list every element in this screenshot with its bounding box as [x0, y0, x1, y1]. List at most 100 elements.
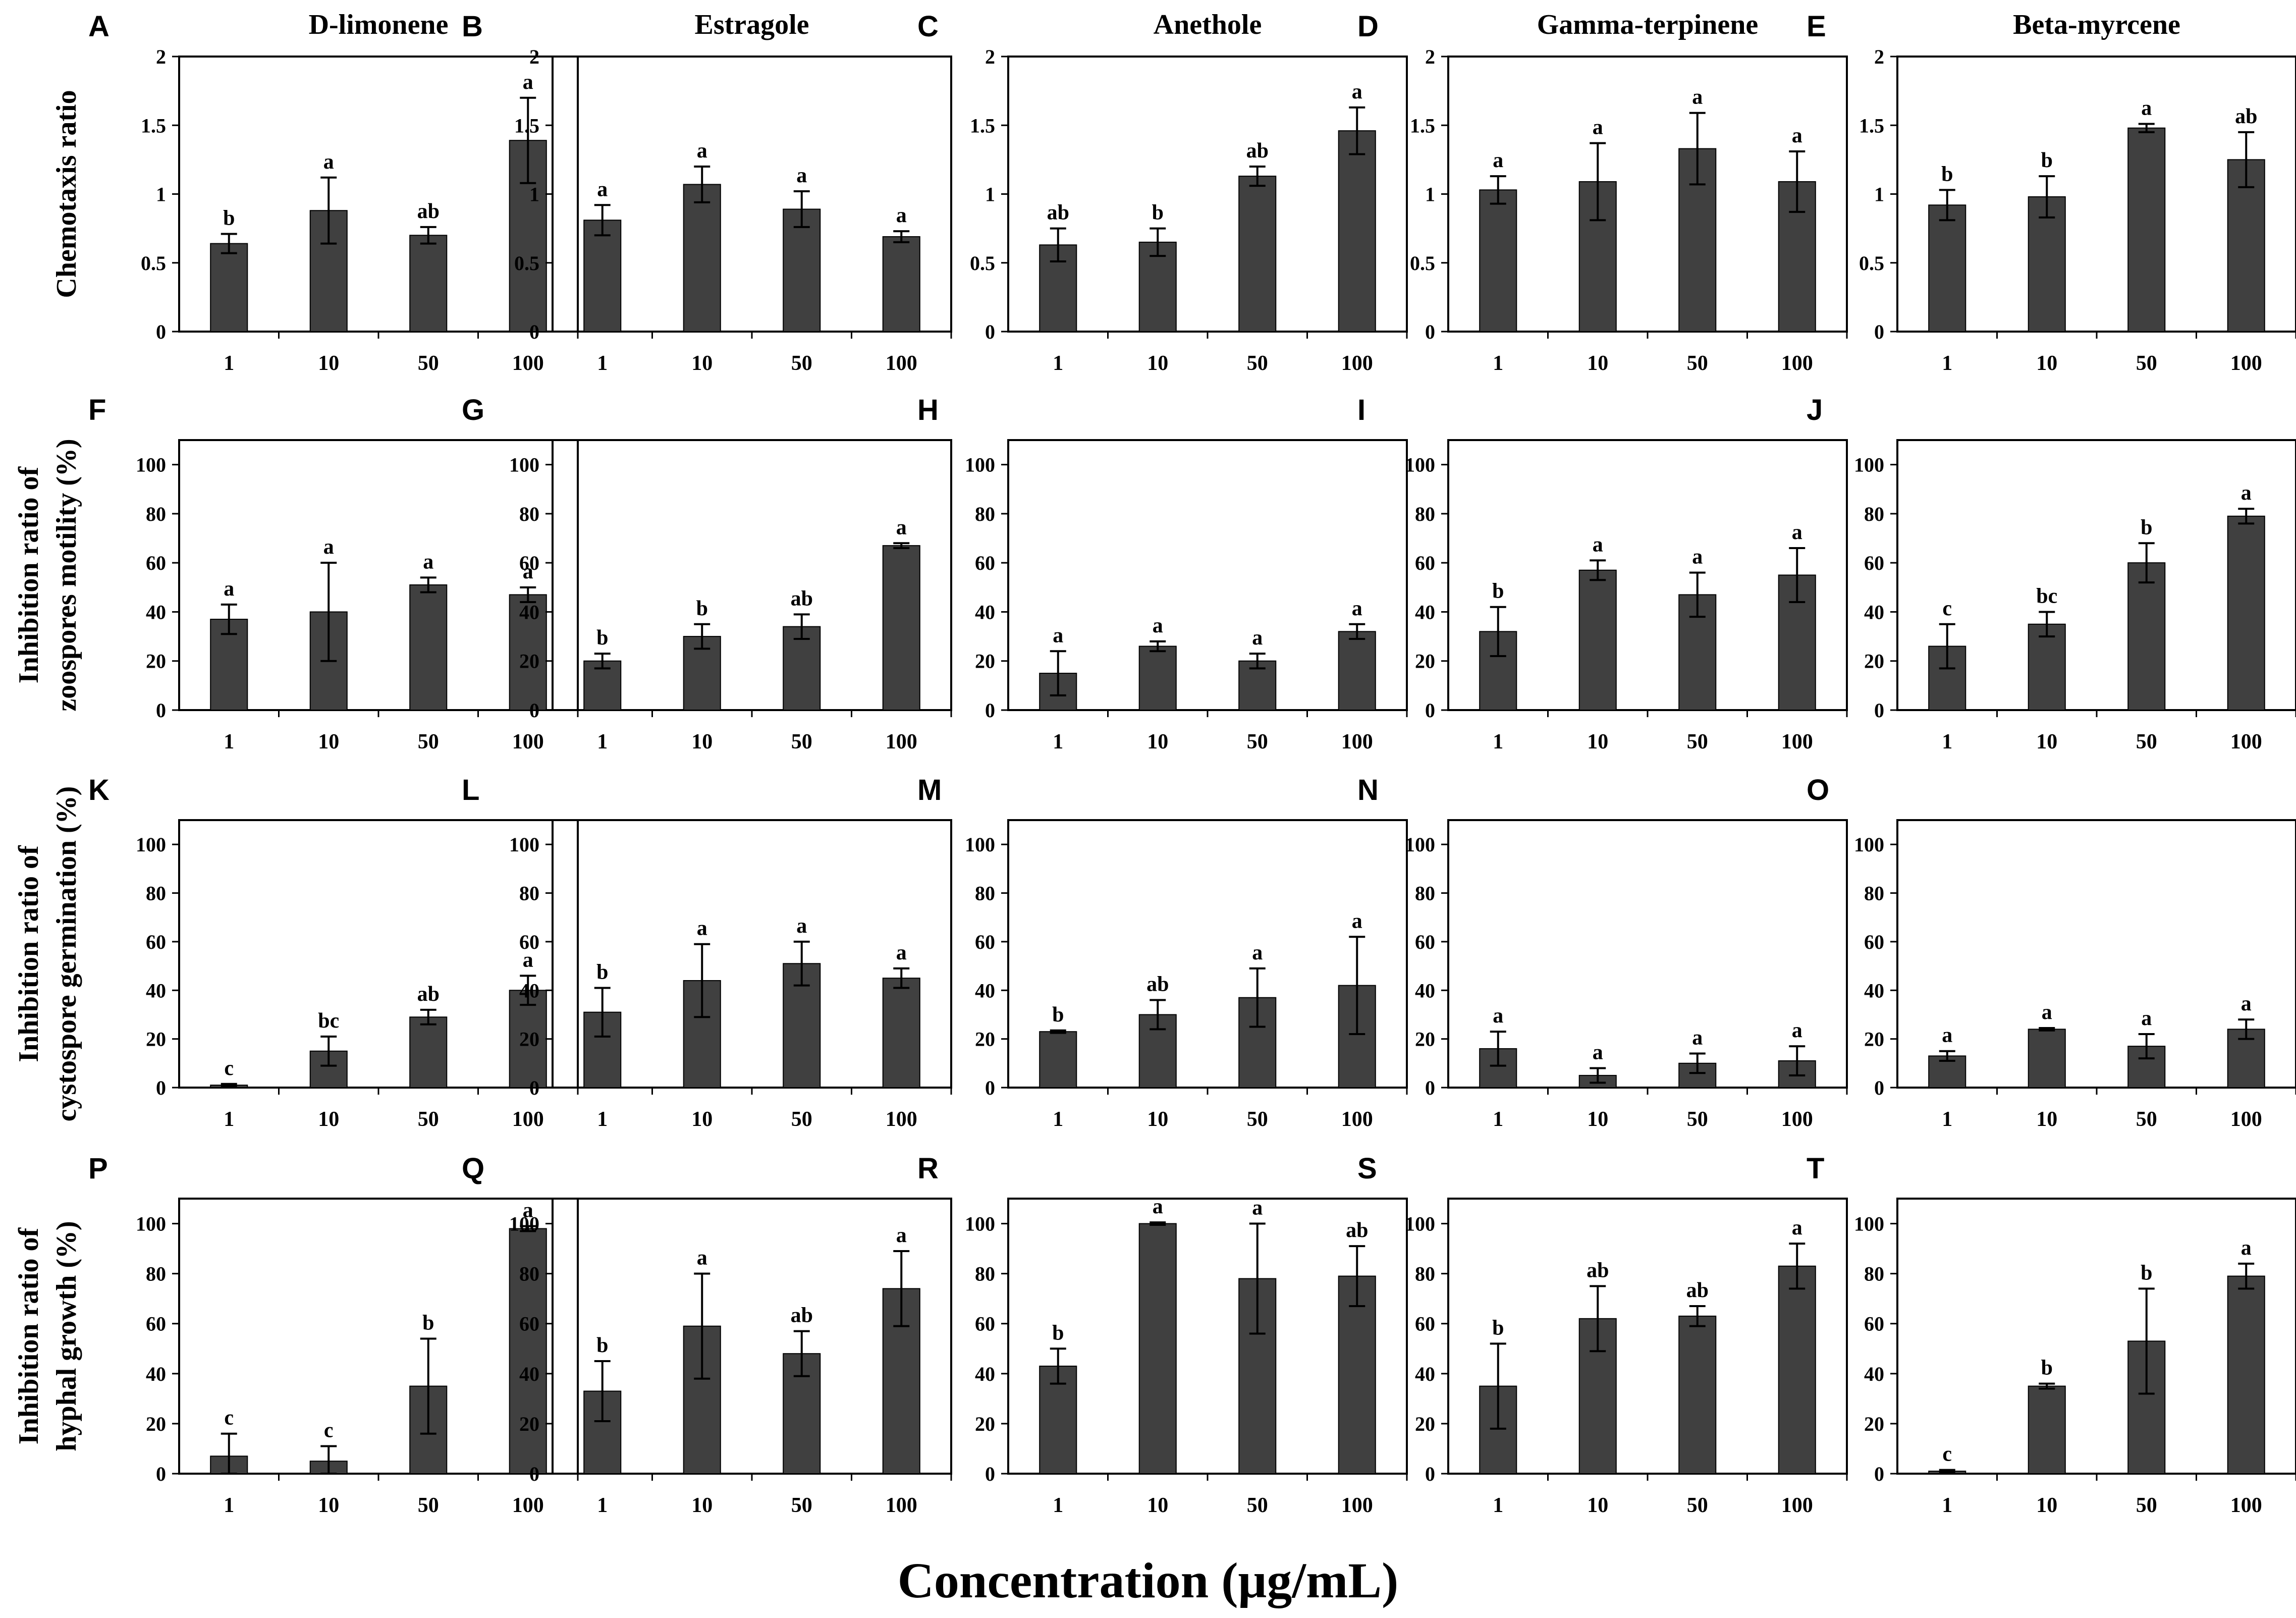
sig-letter-m-100: a — [1352, 909, 1362, 933]
bar-b-50 — [783, 208, 821, 332]
x-tick-label-r-10: 10 — [1147, 1494, 1168, 1517]
panel-letter-f: F — [88, 394, 106, 426]
bar-t-100 — [2227, 1275, 2265, 1474]
x-tick-label-b-1: 1 — [597, 352, 608, 375]
sig-letter-o-100: a — [2241, 992, 2252, 1015]
sig-letter-a-1: b — [223, 207, 235, 230]
y-tick-label-n: 20 — [1415, 1028, 1435, 1051]
sig-letter-f-100: a — [523, 560, 533, 583]
y-tick-label-k: 60 — [146, 931, 166, 953]
sig-letter-e-100: ab — [2235, 105, 2257, 128]
x-tick-label-n-1: 1 — [1493, 1108, 1503, 1131]
x-tick-label-c-1: 1 — [1053, 352, 1063, 375]
sig-letter-c-50: ab — [1246, 139, 1269, 163]
sig-letter-n-1: a — [1493, 1004, 1503, 1028]
bar-e-100 — [2227, 159, 2265, 332]
sig-letter-a-50: ab — [417, 200, 440, 223]
sig-letter-b-1: a — [597, 178, 608, 201]
y-tick-label-k: 0 — [156, 1076, 166, 1099]
y-tick-label-r: 20 — [975, 1413, 995, 1435]
x-tick-label-p-100: 100 — [512, 1494, 544, 1517]
y-tick-label-g: 60 — [519, 552, 539, 574]
sig-letter-t-50: b — [2141, 1261, 2152, 1284]
y-tick-label-q: 60 — [519, 1313, 539, 1335]
x-tick-label-o-10: 10 — [2036, 1108, 2057, 1131]
sig-letter-p-100: a — [523, 1199, 533, 1222]
sig-letter-a-10: a — [323, 150, 334, 174]
x-tick-label-k-10: 10 — [318, 1108, 339, 1131]
sig-letter-c-100: a — [1352, 80, 1362, 103]
sig-letter-l-100: a — [896, 941, 907, 964]
x-tick-label-k-1: 1 — [224, 1108, 234, 1131]
sig-letter-f-10: a — [323, 535, 334, 559]
y-tick-label-r: 60 — [975, 1313, 995, 1335]
x-tick-label-f-10: 10 — [318, 730, 339, 753]
bar-r-10 — [1138, 1223, 1177, 1474]
y-tick-label-e: 1.5 — [1859, 114, 1884, 137]
sig-letter-t-10: b — [2041, 1357, 2053, 1380]
x-tick-label-g-100: 100 — [886, 730, 917, 753]
sig-letter-b-50: a — [796, 164, 807, 187]
y-tick-label-p: 100 — [136, 1213, 166, 1235]
bar-e-1 — [1928, 204, 1966, 332]
x-tick-label-e-50: 50 — [2136, 352, 2157, 375]
x-tick-label-b-10: 10 — [691, 352, 713, 375]
y-tick-label-m: 100 — [965, 833, 995, 856]
y-tick-label-n: 60 — [1415, 931, 1435, 953]
y-tick-label-e: 0 — [1874, 320, 1884, 343]
sig-letter-k-50: ab — [417, 983, 440, 1006]
bar-a-50 — [409, 235, 448, 332]
x-tick-label-m-1: 1 — [1053, 1108, 1063, 1131]
x-tick-label-c-50: 50 — [1247, 352, 1268, 375]
y-tick-label-o: 40 — [1864, 979, 1884, 1002]
sig-letter-i-100: a — [1792, 521, 1802, 544]
y-tick-label-h: 20 — [975, 650, 995, 673]
panel-letter-b: B — [462, 10, 483, 43]
sig-letter-f-1: a — [224, 577, 234, 601]
y-tick-label-h: 80 — [975, 503, 995, 525]
y-tick-label-s: 80 — [1415, 1263, 1435, 1285]
panel-letter-c: C — [917, 10, 939, 43]
x-tick-label-a-100: 100 — [512, 352, 544, 375]
panel-letter-o: O — [1807, 774, 1829, 806]
y-tick-label-c: 1 — [985, 183, 995, 206]
sig-letter-l-50: a — [796, 914, 807, 938]
y-tick-label-o: 60 — [1864, 931, 1884, 953]
x-tick-label-s-10: 10 — [1587, 1494, 1608, 1517]
x-tick-label-i-100: 100 — [1781, 730, 1813, 753]
sig-letter-e-1: b — [1941, 163, 1953, 186]
y-tick-label-a: 2 — [156, 45, 166, 68]
y-tick-label-a: 0 — [156, 320, 166, 343]
y-tick-label-g: 100 — [509, 454, 539, 476]
x-tick-label-m-100: 100 — [1341, 1108, 1373, 1131]
x-tick-label-h-10: 10 — [1147, 730, 1168, 753]
x-tick-label-p-50: 50 — [418, 1494, 439, 1517]
plot-frame-n — [1447, 819, 1848, 1089]
sig-letter-k-10: bc — [318, 1009, 339, 1033]
sig-letter-l-10: a — [697, 917, 707, 940]
x-tick-label-f-50: 50 — [418, 730, 439, 753]
x-tick-label-m-50: 50 — [1247, 1108, 1268, 1131]
y-tick-label-b: 0.5 — [514, 252, 539, 275]
x-tick-label-g-10: 10 — [691, 730, 713, 753]
x-tick-label-p-10: 10 — [318, 1494, 339, 1517]
x-tick-label-s-100: 100 — [1781, 1494, 1813, 1517]
x-tick-label-t-100: 100 — [2230, 1494, 2262, 1517]
y-tick-label-s: 60 — [1415, 1313, 1435, 1335]
sig-letter-m-50: a — [1252, 941, 1263, 964]
x-tick-label-i-10: 10 — [1587, 730, 1608, 753]
x-tick-label-d-10: 10 — [1587, 352, 1608, 375]
y-tick-label-j: 0 — [1874, 699, 1884, 722]
panel-letter-i: I — [1357, 394, 1365, 426]
y-tick-label-g: 40 — [519, 601, 539, 623]
panel-letter-n: N — [1357, 774, 1379, 806]
y-tick-label-f: 40 — [146, 601, 166, 623]
row-ylabel-2-line-0: Inhibition ratio of — [13, 845, 44, 1062]
sig-letter-d-10: a — [1593, 116, 1603, 139]
x-tick-label-o-50: 50 — [2136, 1108, 2157, 1131]
sig-letter-j-100: a — [2241, 481, 2252, 505]
x-tick-label-p-1: 1 — [224, 1494, 234, 1517]
x-tick-label-q-10: 10 — [691, 1494, 713, 1517]
y-tick-label-k: 40 — [146, 979, 166, 1002]
y-tick-label-f: 80 — [146, 503, 166, 525]
